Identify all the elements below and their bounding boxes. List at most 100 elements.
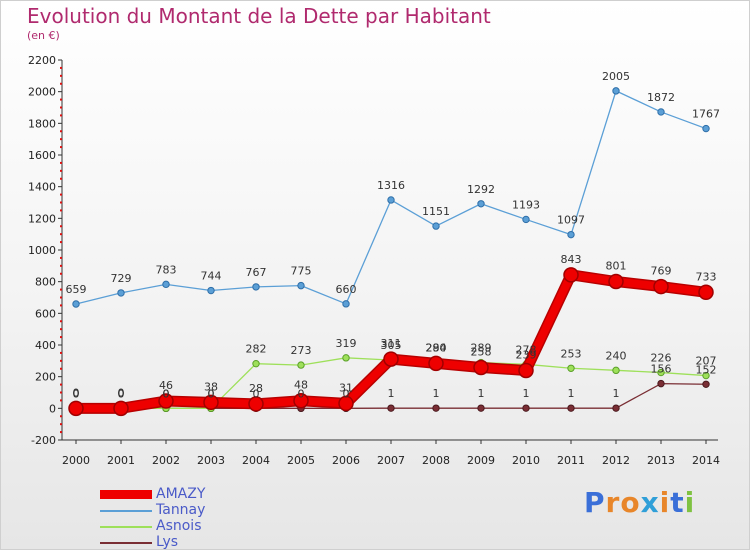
data-label-amazy: 258 xyxy=(471,345,492,358)
data-point-asnois xyxy=(252,359,260,368)
data-label-tannay: 775 xyxy=(291,265,312,278)
data-label-tannay: 1872 xyxy=(647,91,675,104)
data-label-tannay: 783 xyxy=(156,263,177,276)
data-label-lys: 1 xyxy=(433,387,440,400)
data-label-asnois: 0 xyxy=(208,387,215,400)
data-point-asnois xyxy=(567,364,575,372)
data-label-lys: 0 xyxy=(253,387,260,400)
data-point-tannay xyxy=(567,230,575,239)
x-tick-label: 2000 xyxy=(62,454,90,467)
y-tick-label: 1800 xyxy=(28,117,56,130)
data-point-amazy xyxy=(203,394,219,411)
data-label-lys: 0 xyxy=(298,387,305,400)
logo-letter: o xyxy=(620,486,641,519)
data-label-asnois: 278 xyxy=(516,343,537,356)
data-label-lys: 0 xyxy=(73,387,80,400)
data-label-tannay: 1316 xyxy=(377,179,405,192)
x-tick-label: 2001 xyxy=(107,454,135,467)
data-point-asnois xyxy=(702,371,710,380)
data-point-lys xyxy=(387,404,395,412)
y-minor-tick xyxy=(60,169,62,172)
y-minor-tick xyxy=(60,82,62,85)
data-label-lys: 1 xyxy=(568,387,575,400)
data-point-lys xyxy=(702,380,710,388)
data-point-tannay xyxy=(297,281,305,290)
data-label-asnois: 305 xyxy=(381,339,402,352)
y-minor-tick xyxy=(60,177,62,180)
y-tick-label: 0 xyxy=(49,402,56,415)
legend-label-asnois: Asnois xyxy=(156,518,202,534)
y-tick-label: 400 xyxy=(35,339,56,352)
x-tick-label: 2014 xyxy=(692,454,720,467)
y-tick-label: 600 xyxy=(35,307,56,320)
data-label-lys: 1 xyxy=(478,387,485,400)
data-label-lys: 156 xyxy=(651,363,672,376)
data-point-tannay xyxy=(252,283,260,291)
data-point-amazy xyxy=(473,359,489,376)
data-label-amazy: 239 xyxy=(516,348,537,361)
y-minor-tick xyxy=(60,130,62,133)
x-tick-label: 2005 xyxy=(287,454,315,467)
y-minor-tick xyxy=(60,288,62,291)
y-minor-tick xyxy=(60,66,62,69)
y-tick-label: 1400 xyxy=(28,181,56,194)
data-label-lys: 1 xyxy=(613,387,620,400)
y-minor-tick xyxy=(60,114,62,117)
data-label-amazy: 28 xyxy=(249,382,263,395)
data-label-asnois: 253 xyxy=(561,347,582,360)
data-label-amazy: 311 xyxy=(381,337,402,350)
data-label-tannay: 729 xyxy=(111,272,132,285)
data-point-tannay xyxy=(702,124,710,133)
data-label-amazy: 48 xyxy=(294,379,308,392)
data-label-amazy: 843 xyxy=(561,253,582,266)
legend-label-amazy: AMAZY xyxy=(156,486,206,502)
data-label-lys: 0 xyxy=(118,387,125,400)
y-tick-label: 1600 xyxy=(28,149,56,162)
data-label-tannay: 1151 xyxy=(422,205,450,218)
x-tick-label: 2006 xyxy=(332,454,360,467)
data-point-amazy xyxy=(338,395,354,412)
data-label-tannay: 1767 xyxy=(692,108,720,121)
data-point-amazy xyxy=(518,362,534,379)
y-minor-tick xyxy=(60,74,62,77)
data-point-amazy xyxy=(113,400,129,417)
data-point-tannay xyxy=(522,215,530,224)
y-minor-tick xyxy=(60,241,62,244)
chart-subtitle: (en €) xyxy=(27,29,60,42)
data-label-tannay: 659 xyxy=(66,283,87,296)
data-label-amazy: 0 xyxy=(118,386,125,399)
chart-title: Evolution du Montant de la Dette par Hab… xyxy=(27,4,491,28)
data-point-lys xyxy=(612,404,620,412)
data-point-amazy xyxy=(158,393,174,409)
data-point-amazy xyxy=(68,400,84,417)
x-tick-label: 2010 xyxy=(512,454,540,467)
data-label-tannay: 660 xyxy=(336,283,357,296)
data-point-tannay xyxy=(117,289,125,297)
data-label-amazy: 46 xyxy=(159,379,173,392)
y-minor-tick xyxy=(60,201,62,204)
data-point-amazy xyxy=(563,267,579,283)
logo-letter: x xyxy=(640,486,660,519)
y-minor-tick xyxy=(60,264,62,267)
data-label-tannay: 1193 xyxy=(512,198,540,211)
data-point-tannay xyxy=(432,222,440,230)
data-point-amazy xyxy=(293,392,309,409)
y-minor-tick xyxy=(60,233,62,236)
y-minor-tick xyxy=(60,272,62,275)
data-label-asnois: 207 xyxy=(696,355,717,368)
data-point-tannay xyxy=(477,200,485,208)
data-point-asnois xyxy=(657,368,665,377)
data-label-tannay: 2005 xyxy=(602,70,630,83)
data-point-tannay xyxy=(612,87,620,95)
data-point-amazy xyxy=(383,351,399,367)
data-label-amazy: 38 xyxy=(204,380,218,393)
data-label-amazy: 801 xyxy=(606,260,627,273)
y-minor-tick xyxy=(60,351,62,354)
data-label-asnois: 289 xyxy=(471,342,492,355)
y-minor-tick xyxy=(60,256,62,259)
legend-label-tannay: Tannay xyxy=(156,502,206,518)
y-tick-label: 2000 xyxy=(28,86,56,99)
data-point-lys xyxy=(657,379,665,388)
y-minor-tick xyxy=(60,415,62,418)
